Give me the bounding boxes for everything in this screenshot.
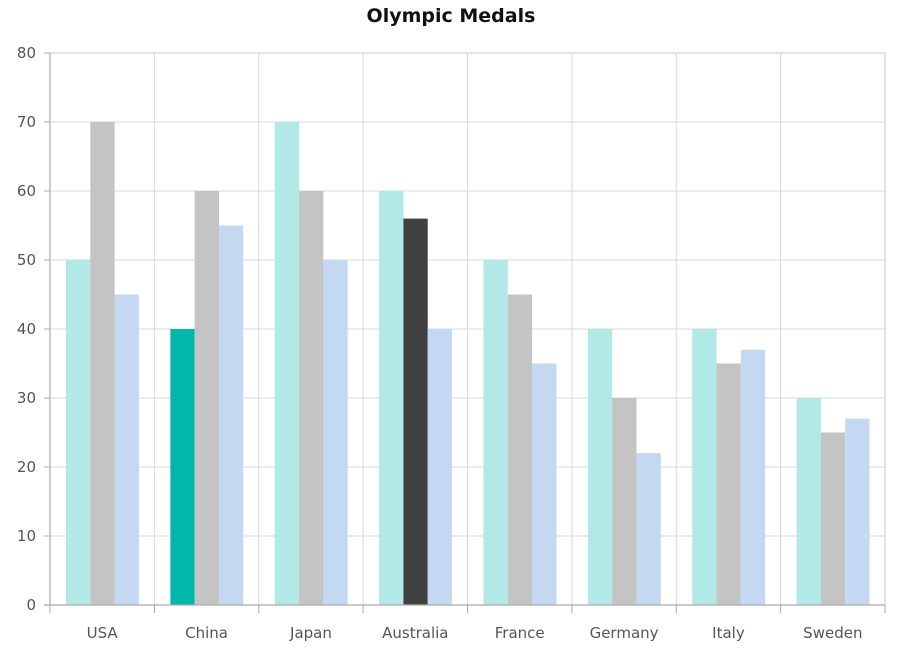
bar-italy-series-2[interactable] <box>716 363 741 606</box>
y-tick-label: 70 <box>17 113 36 131</box>
bar-japan-series-2[interactable] <box>299 191 324 605</box>
category-label-usa: USA <box>87 624 119 642</box>
bar-japan-series-1[interactable] <box>274 122 300 605</box>
bar-australia-series-2[interactable] <box>403 218 428 605</box>
category-label-germany: Germany <box>590 624 659 642</box>
y-tick-label: 60 <box>17 182 36 200</box>
y-tick-label: 80 <box>17 44 36 62</box>
bar-usa-series-3[interactable] <box>114 294 139 606</box>
bar-france-series-3[interactable] <box>532 363 557 606</box>
x-axis-category-labels: USA China Japan Australia France Germany Italy… <box>87 624 863 642</box>
bar-china-series-1[interactable] <box>170 329 195 605</box>
grid-lines <box>50 52 886 605</box>
bar-france-series-2[interactable] <box>507 294 533 606</box>
bar-usa-series-1[interactable] <box>66 260 91 605</box>
y-tick-label: 30 <box>17 389 36 407</box>
category-label-italy: Italy <box>712 624 745 642</box>
bar-germany-series-1[interactable] <box>587 329 613 605</box>
y-tick-label: 50 <box>17 251 36 269</box>
y-axis-tick-labels: 0 10 20 30 40 50 60 70 80 <box>17 44 36 614</box>
y-tick-label: 20 <box>17 458 36 476</box>
bar-germany-series-3[interactable] <box>636 453 661 605</box>
bar-china-series-3[interactable] <box>218 225 244 606</box>
bar-france-series-1[interactable] <box>483 260 508 605</box>
chart-title: Olympic Medals <box>367 5 536 27</box>
bar-sweden-series-2[interactable] <box>820 432 846 606</box>
y-tick-label: 10 <box>17 527 36 545</box>
bar-sweden-series-3[interactable] <box>845 418 870 605</box>
bar-usa-series-2[interactable] <box>90 122 115 605</box>
bar-australia-series-3[interactable] <box>427 329 453 605</box>
category-label-china: China <box>185 624 228 642</box>
category-label-japan: Japan <box>289 624 332 642</box>
category-label-australia: Australia <box>382 624 448 642</box>
axes <box>44 52 886 613</box>
bar-germany-series-2[interactable] <box>612 398 637 605</box>
bar-italy-series-1[interactable] <box>692 329 717 605</box>
y-tick-label: 0 <box>26 596 36 614</box>
y-tick-label: 40 <box>17 320 36 338</box>
bars <box>66 122 870 605</box>
bar-sweden-series-1[interactable] <box>796 398 821 605</box>
category-label-sweden: Sweden <box>803 624 862 642</box>
bar-china-series-2[interactable] <box>194 191 219 605</box>
category-label-france: France <box>495 624 545 642</box>
bar-japan-series-3[interactable] <box>323 260 348 605</box>
bar-australia-series-1[interactable] <box>379 191 404 605</box>
bar-italy-series-3[interactable] <box>740 349 766 605</box>
